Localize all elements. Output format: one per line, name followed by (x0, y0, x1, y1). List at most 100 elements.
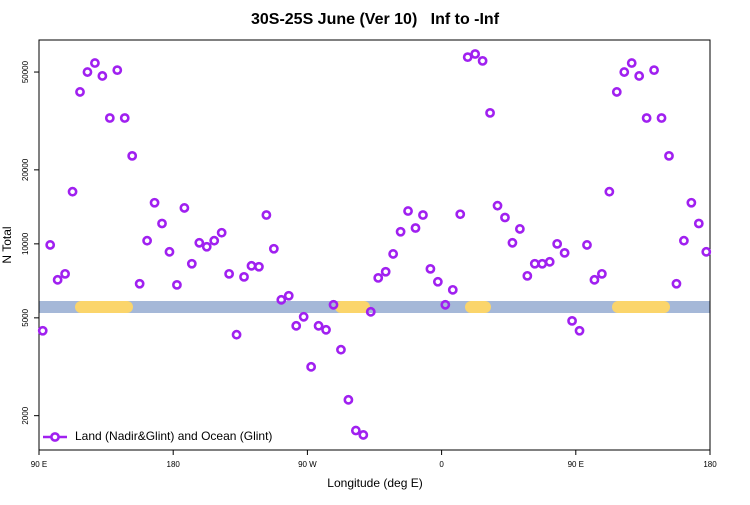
data-point (336, 344, 346, 355)
data-point (529, 258, 540, 269)
data-point (45, 240, 56, 250)
data-point (596, 268, 607, 279)
data-point (291, 320, 302, 331)
data-point (97, 71, 108, 81)
data-point (679, 235, 689, 246)
data-point (373, 272, 384, 283)
surface-band (39, 301, 710, 313)
data-point (552, 238, 563, 249)
data-point (492, 200, 503, 211)
data-point (701, 246, 712, 257)
data-point (671, 278, 682, 289)
y-axis-title: N Total (0, 226, 14, 263)
data-point (664, 150, 674, 161)
data-point (194, 237, 205, 248)
land-band (335, 301, 370, 313)
data-point (306, 361, 317, 372)
data-point (611, 87, 622, 97)
data-point (574, 325, 585, 336)
data-point (403, 206, 413, 216)
legend-label: Land (Nadir&Glint) and Ocean (Glint) (75, 429, 272, 443)
data-point (172, 279, 182, 290)
data-point (321, 324, 331, 335)
data-point (186, 258, 197, 269)
data-point (507, 237, 518, 248)
data-point (67, 186, 78, 197)
data-point (514, 224, 525, 234)
land-band (75, 301, 133, 313)
ocean-band (39, 301, 710, 313)
data-point (455, 209, 466, 220)
data-point (686, 197, 697, 208)
data-point (559, 247, 570, 258)
data-point (201, 241, 212, 252)
data-point (246, 260, 257, 271)
data-point (388, 249, 399, 259)
data-point (350, 425, 361, 436)
data-point (582, 240, 592, 250)
data-point (75, 87, 85, 97)
data-point (37, 325, 48, 336)
y-tick-label: 2000 (21, 406, 30, 424)
data-point (619, 67, 630, 77)
data-point (254, 261, 264, 272)
data-point (60, 268, 70, 279)
data-point (432, 276, 443, 287)
data-point (477, 55, 488, 66)
x-tick-label: 180 (703, 460, 717, 469)
data-point (134, 278, 145, 289)
x-tick-label: 90 E (568, 460, 584, 469)
land-band (612, 301, 670, 313)
data-point (127, 150, 138, 161)
data-point (589, 274, 600, 285)
data-point (261, 210, 272, 220)
data-point (52, 274, 63, 285)
data-point (380, 266, 391, 277)
x-axis-title: Longitude (deg E) (327, 476, 422, 490)
legend-marker (50, 432, 60, 442)
data-point (313, 320, 324, 331)
data-point (179, 203, 190, 213)
data-point (537, 258, 548, 269)
data-point (462, 52, 473, 63)
data-point (649, 65, 659, 76)
data-point (119, 113, 130, 123)
data-point (104, 113, 115, 123)
data-point (224, 268, 235, 279)
data-point (298, 311, 309, 322)
data-point (268, 243, 279, 254)
data-point (209, 235, 220, 246)
chart-title: 30S-25S June (Ver 10) Inf to -Inf (251, 11, 500, 28)
data-point (239, 271, 249, 282)
data-point (693, 218, 704, 229)
data-point (328, 299, 339, 310)
data-point (656, 113, 667, 123)
y-tick-label: 50000 (21, 60, 30, 83)
data-point (626, 58, 637, 68)
data-point (343, 394, 354, 405)
x-tick-label: 180 (167, 460, 181, 469)
data-point (440, 299, 451, 310)
data-point (365, 306, 376, 317)
data-point (283, 290, 294, 301)
data-point (485, 107, 495, 118)
data-point (358, 430, 369, 440)
data-point (500, 212, 510, 223)
data-point (634, 71, 645, 81)
x-tick-label: 0 (439, 460, 444, 469)
data-point (142, 235, 153, 246)
data-point (470, 49, 481, 59)
data-point (604, 186, 615, 197)
x-tick-label: 90 E (31, 460, 47, 469)
data-point (164, 246, 175, 257)
y-tick-label: 5000 (21, 308, 30, 326)
data-point (231, 329, 242, 340)
data-point (82, 67, 93, 77)
data-point (567, 315, 577, 326)
data-point (395, 226, 406, 237)
y-tick-label: 10000 (21, 232, 30, 255)
land-band (465, 301, 491, 313)
data-point (112, 65, 123, 76)
data-point (216, 227, 227, 238)
